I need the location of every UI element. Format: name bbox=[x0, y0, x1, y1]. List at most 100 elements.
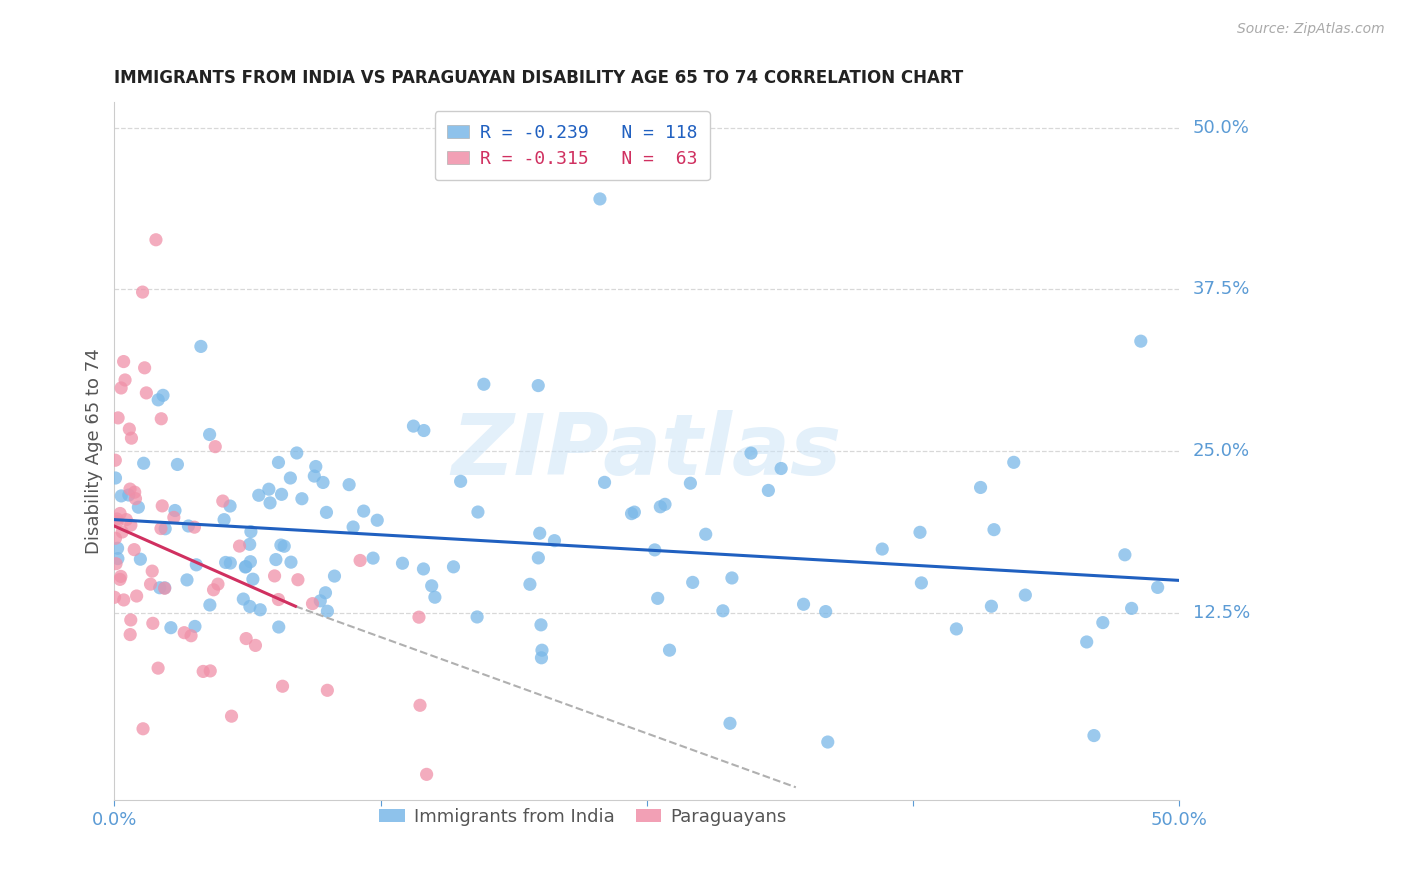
Point bbox=[408, 610, 430, 624]
Point bbox=[183, 520, 205, 534]
Text: 37.5%: 37.5% bbox=[1194, 280, 1250, 299]
Text: 50.0%: 50.0% bbox=[1194, 119, 1250, 136]
Point bbox=[644, 542, 666, 557]
Point bbox=[983, 523, 1005, 537]
Point bbox=[247, 488, 270, 502]
Point bbox=[740, 446, 762, 460]
Point bbox=[153, 581, 176, 595]
Point bbox=[527, 378, 550, 392]
Point bbox=[104, 531, 127, 545]
Point bbox=[814, 605, 837, 619]
Point bbox=[177, 519, 200, 533]
Point bbox=[519, 577, 541, 591]
Point bbox=[263, 569, 285, 583]
Point bbox=[110, 489, 132, 503]
Point bbox=[127, 500, 149, 515]
Point bbox=[125, 589, 148, 603]
Point bbox=[108, 573, 131, 587]
Point bbox=[219, 499, 242, 513]
Point bbox=[131, 285, 153, 299]
Point bbox=[124, 491, 146, 506]
Point bbox=[337, 477, 360, 491]
Point bbox=[412, 424, 434, 438]
Point bbox=[412, 562, 434, 576]
Point bbox=[120, 627, 142, 641]
Point bbox=[149, 581, 172, 595]
Point bbox=[312, 475, 335, 490]
Point bbox=[910, 575, 932, 590]
Point bbox=[273, 539, 295, 553]
Point bbox=[105, 512, 128, 526]
Point bbox=[118, 488, 141, 502]
Point bbox=[235, 559, 257, 574]
Point bbox=[104, 471, 127, 485]
Point bbox=[658, 643, 681, 657]
Point bbox=[770, 461, 793, 475]
Point bbox=[315, 505, 337, 519]
Point bbox=[148, 392, 170, 407]
Point bbox=[132, 456, 155, 470]
Point bbox=[682, 575, 704, 590]
Point bbox=[107, 410, 129, 425]
Point bbox=[1146, 581, 1168, 595]
Point bbox=[530, 617, 553, 632]
Point bbox=[219, 556, 242, 570]
Point bbox=[112, 354, 135, 368]
Point bbox=[228, 539, 250, 553]
Point bbox=[270, 487, 292, 501]
Point bbox=[870, 542, 893, 557]
Point bbox=[107, 551, 129, 566]
Point bbox=[291, 491, 314, 506]
Point bbox=[105, 515, 128, 529]
Point bbox=[267, 455, 290, 469]
Text: Source: ZipAtlas.com: Source: ZipAtlas.com bbox=[1237, 22, 1385, 37]
Legend: Immigrants from India, Paraguayans: Immigrants from India, Paraguayans bbox=[373, 801, 794, 833]
Point bbox=[711, 604, 734, 618]
Point bbox=[721, 571, 744, 585]
Point bbox=[285, 446, 308, 460]
Point bbox=[718, 716, 741, 731]
Point bbox=[111, 524, 134, 539]
Point bbox=[342, 520, 364, 534]
Point bbox=[793, 597, 815, 611]
Point bbox=[202, 582, 225, 597]
Point bbox=[163, 503, 186, 517]
Point bbox=[257, 482, 280, 496]
Point bbox=[472, 377, 495, 392]
Point bbox=[314, 586, 336, 600]
Point bbox=[1002, 455, 1025, 469]
Point bbox=[593, 475, 616, 490]
Point bbox=[623, 505, 645, 519]
Point bbox=[267, 592, 290, 607]
Point bbox=[239, 537, 262, 551]
Point bbox=[287, 573, 309, 587]
Point bbox=[214, 556, 236, 570]
Point bbox=[316, 604, 339, 618]
Point bbox=[146, 661, 169, 675]
Point bbox=[108, 507, 131, 521]
Point bbox=[239, 524, 262, 539]
Point bbox=[415, 767, 437, 781]
Point bbox=[166, 458, 188, 472]
Point bbox=[176, 573, 198, 587]
Point bbox=[467, 505, 489, 519]
Point bbox=[242, 572, 264, 586]
Point bbox=[104, 453, 127, 467]
Point bbox=[245, 639, 267, 653]
Point bbox=[420, 579, 443, 593]
Point bbox=[115, 513, 138, 527]
Point bbox=[173, 625, 195, 640]
Point bbox=[543, 533, 565, 548]
Point bbox=[122, 542, 145, 557]
Point bbox=[239, 599, 262, 614]
Point bbox=[249, 603, 271, 617]
Point bbox=[301, 597, 323, 611]
Point bbox=[235, 632, 257, 646]
Point bbox=[1091, 615, 1114, 630]
Point bbox=[980, 599, 1002, 614]
Point bbox=[695, 527, 717, 541]
Point bbox=[180, 629, 202, 643]
Point bbox=[530, 650, 553, 665]
Point bbox=[361, 551, 384, 566]
Point bbox=[679, 476, 702, 491]
